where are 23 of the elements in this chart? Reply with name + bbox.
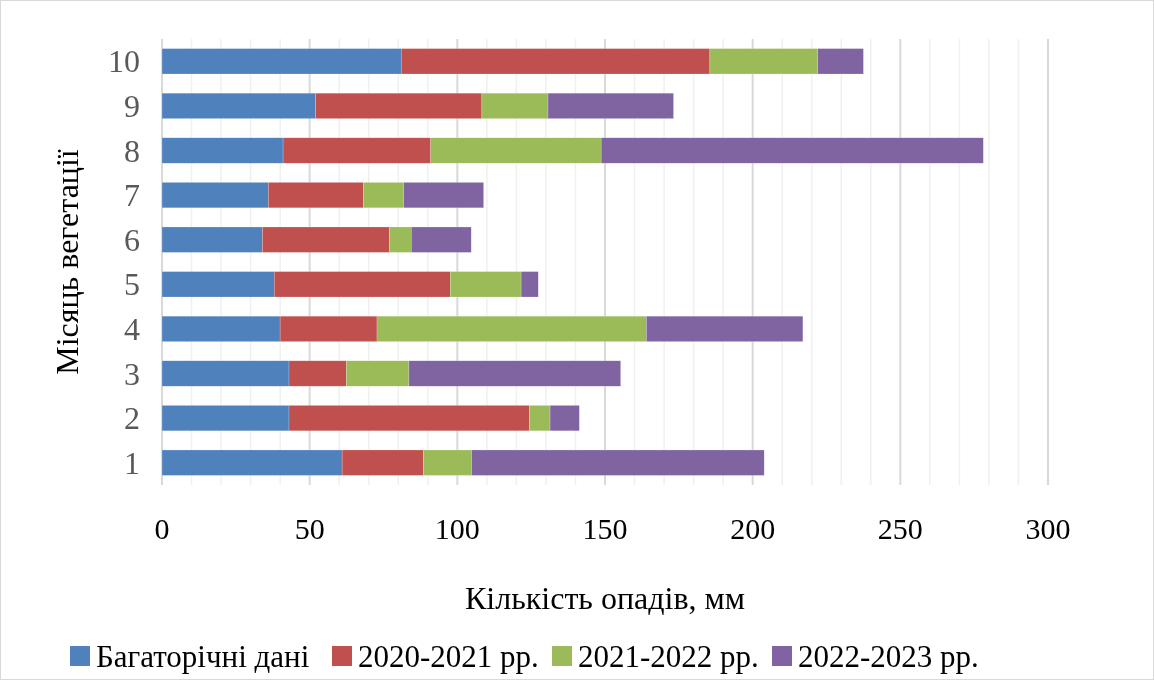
y-tick-label: 2: [124, 400, 140, 437]
y-tick-label: 7: [124, 177, 140, 214]
x-tick-label: 0: [154, 511, 170, 545]
y-tick-label: 8: [124, 132, 140, 169]
legend-label: Багаторічні дані: [96, 638, 310, 674]
y-tick-label: 10: [108, 43, 140, 80]
y-tick-label: 4: [124, 310, 140, 347]
legend-label: 2020-2021 рр.: [358, 638, 539, 674]
y-tick-label: 5: [124, 266, 140, 303]
y-tick-label: 9: [124, 87, 140, 124]
x-axis-title: Кількість опадів, мм: [464, 580, 746, 616]
legend-label: 2022-2023 рр.: [798, 638, 979, 674]
y-tick-label: 3: [124, 355, 140, 392]
y-axis-title: Місяць вегетації: [49, 149, 85, 375]
x-tick-label: 150: [582, 511, 628, 545]
x-tick-label: 50: [294, 511, 325, 545]
x-tick-label: 250: [877, 511, 923, 545]
y-tick-label: 1: [124, 444, 140, 481]
legend-label: 2021-2022 рр.: [578, 638, 759, 674]
x-tick-label: 200: [730, 511, 776, 545]
x-tick-label: 300: [1025, 511, 1071, 545]
y-tick-label: 6: [124, 221, 140, 258]
x-tick-label: 100: [434, 511, 480, 545]
